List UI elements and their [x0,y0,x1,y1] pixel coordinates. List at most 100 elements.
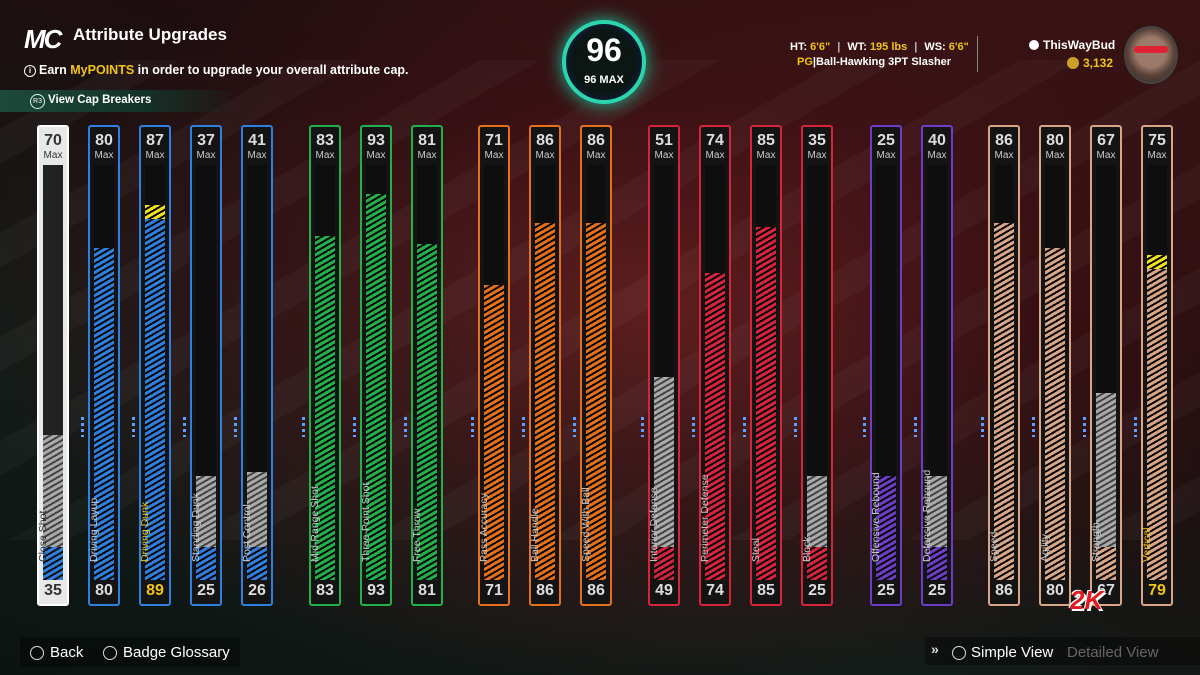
cap-breakers-label: View Cap Breakers [48,94,152,106]
simple-view-button[interactable]: Simple View [952,644,1053,661]
attribute-base-fill [196,476,216,547]
attribute-name: Mid-Range Shot [309,486,321,562]
attribute-current-value: 86 [587,582,605,599]
attribute-max-label: Max [807,150,827,161]
attribute-bar-driving-layup[interactable]: 80 Max Driving Layup 80 [81,125,120,606]
attribute-dots [132,417,135,437]
attribute-track [1147,165,1167,580]
attribute-track [196,165,216,580]
attribute-max-label: Max [705,150,725,161]
attribute-bar-offensive-rebound[interactable]: 25 Max Offensive Rebound 25 [863,125,902,606]
attribute-dots [692,417,695,437]
attribute-bar-free-throw[interactable]: 81 Max Free Throw 81 [404,125,443,606]
ht-label: HT: [790,41,808,53]
attribute-bar-perimeter-defense[interactable]: 74 Max Perimeter Defense 74 [692,125,731,606]
attribute-name: Pass Accuracy [478,493,490,562]
subtitle-pre: Earn [39,63,71,77]
footer-right-panel [925,637,1200,665]
attribute-name: Speed With Ball [580,487,592,562]
attribute-cap-fill [1045,248,1065,580]
attribute-max-label: Max [876,150,896,161]
attribute-dots [794,417,797,437]
attribute-bar-pass-accuracy[interactable]: 71 Max Pass Accuracy 71 [471,125,510,606]
attribute-max-value: 37 [197,132,215,149]
attribute-bar-agility[interactable]: 80 Max Agility 80 [1032,125,1071,606]
back-button[interactable]: Back [30,644,83,661]
attribute-name: Steal [750,538,762,562]
attribute-track [756,165,776,580]
attribute-max-value: 35 [808,132,826,149]
attribute-cap-fill [1147,269,1167,580]
attribute-max-label: Max [535,150,555,161]
overall-max: 96 MAX [584,74,624,86]
attribute-boost-indicator [145,205,165,219]
attribute-max-label: Max [1096,150,1116,161]
attribute-bar-post-control[interactable]: 41 Max Post Control 26 [234,125,273,606]
attribute-name: Offensive Rebound [870,472,882,562]
attribute-bar-three-point-shot[interactable]: 93 Max Three-Point Shot 93 [353,125,392,606]
attribute-bar-mid-range-shot[interactable]: 83 Max Mid-Range Shot 83 [302,125,341,606]
badge-glossary-button[interactable]: Badge Glossary [103,644,230,661]
attribute-max-label: Max [927,150,947,161]
attribute-current-value: 93 [367,582,385,599]
r3-button-icon: R3 [30,94,45,109]
attribute-dots [81,417,84,437]
attribute-name: Driving Dunk [139,501,151,562]
detailed-view-button[interactable]: Detailed View [1067,644,1158,661]
attribute-name: Close Shot [37,510,49,562]
attribute-cap-fill [43,547,63,580]
attribute-current-value: 83 [316,582,334,599]
attribute-bar-speed-with-ball[interactable]: 86 Max Speed With Ball 86 [573,125,612,606]
attribute-max-label: Max [43,150,63,161]
simple-view-label: Simple View [971,644,1054,661]
attribute-max-value: 80 [1046,132,1064,149]
attribute-name: Three-Point Shot [360,482,372,562]
attribute-cap-fill [586,223,606,580]
attribute-track [145,165,165,580]
attribute-name: Interior Defense [648,487,660,562]
attribute-bar-close-shot[interactable]: 70 Max Close Shot 35 [37,125,69,606]
attribute-max-value: 71 [485,132,503,149]
attribute-max-label: Max [196,150,216,161]
attribute-bar-strength[interactable]: 67 Max Strength 67 [1083,125,1122,606]
attribute-bar-standing-dunk[interactable]: 37 Max Standing Dunk 25 [183,125,222,606]
attribute-track [417,165,437,580]
attribute-current-value: 89 [146,582,164,599]
attribute-name: Free Throw [411,508,423,563]
attribute-max-value: 80 [95,132,113,149]
attribute-base-fill [247,472,267,547]
view-cap-breakers-button[interactable]: R3 View Cap Breakers [0,90,240,112]
attribute-track [876,165,896,580]
attribute-base-fill [807,476,827,547]
attribute-current-value: 26 [248,582,266,599]
attribute-max-value: 83 [316,132,334,149]
attribute-bar-speed[interactable]: 86 Max Speed 86 [981,125,1020,606]
attribute-track [1096,165,1116,580]
attribute-max-value: 86 [536,132,554,149]
attribute-base-fill [927,476,947,547]
attribute-cap-fill [927,547,947,580]
attribute-current-value: 80 [1046,582,1064,599]
attribute-name: Speed [988,531,1000,562]
attribute-current-value: 49 [655,582,673,599]
attribute-current-value: 79 [1148,582,1166,599]
attribute-bar-interior-defense[interactable]: 51 Max Interior Defense 49 [641,125,680,606]
attribute-dots [743,417,746,437]
attribute-cap-fill [145,219,165,580]
attribute-bar-driving-dunk[interactable]: 87 Max Driving Dunk 89 [132,125,171,606]
attribute-bar-ball-handle[interactable]: 86 Max Ball Handle 86 [522,125,561,606]
attribute-bar-steal[interactable]: 85 Max Steal 85 [743,125,782,606]
attribute-dots [522,417,525,437]
vc-balance: 3,132 [1067,56,1113,70]
attribute-base-fill [43,435,63,547]
attribute-current-value: 25 [877,582,895,599]
attribute-track [315,165,335,580]
attribute-bar-defensive-rebound[interactable]: 40 Max Defensive Rebound 25 [914,125,953,606]
attribute-bar-vertical[interactable]: 75 Max Vertical 79 [1134,125,1173,606]
attribute-max-label: Max [756,150,776,161]
attribute-current-value: 35 [44,582,62,599]
attribute-max-label: Max [315,150,335,161]
attribute-boost-indicator [1147,255,1167,269]
attribute-cap-fill [654,547,674,580]
attribute-bar-block[interactable]: 35 Max Block 25 [794,125,833,606]
